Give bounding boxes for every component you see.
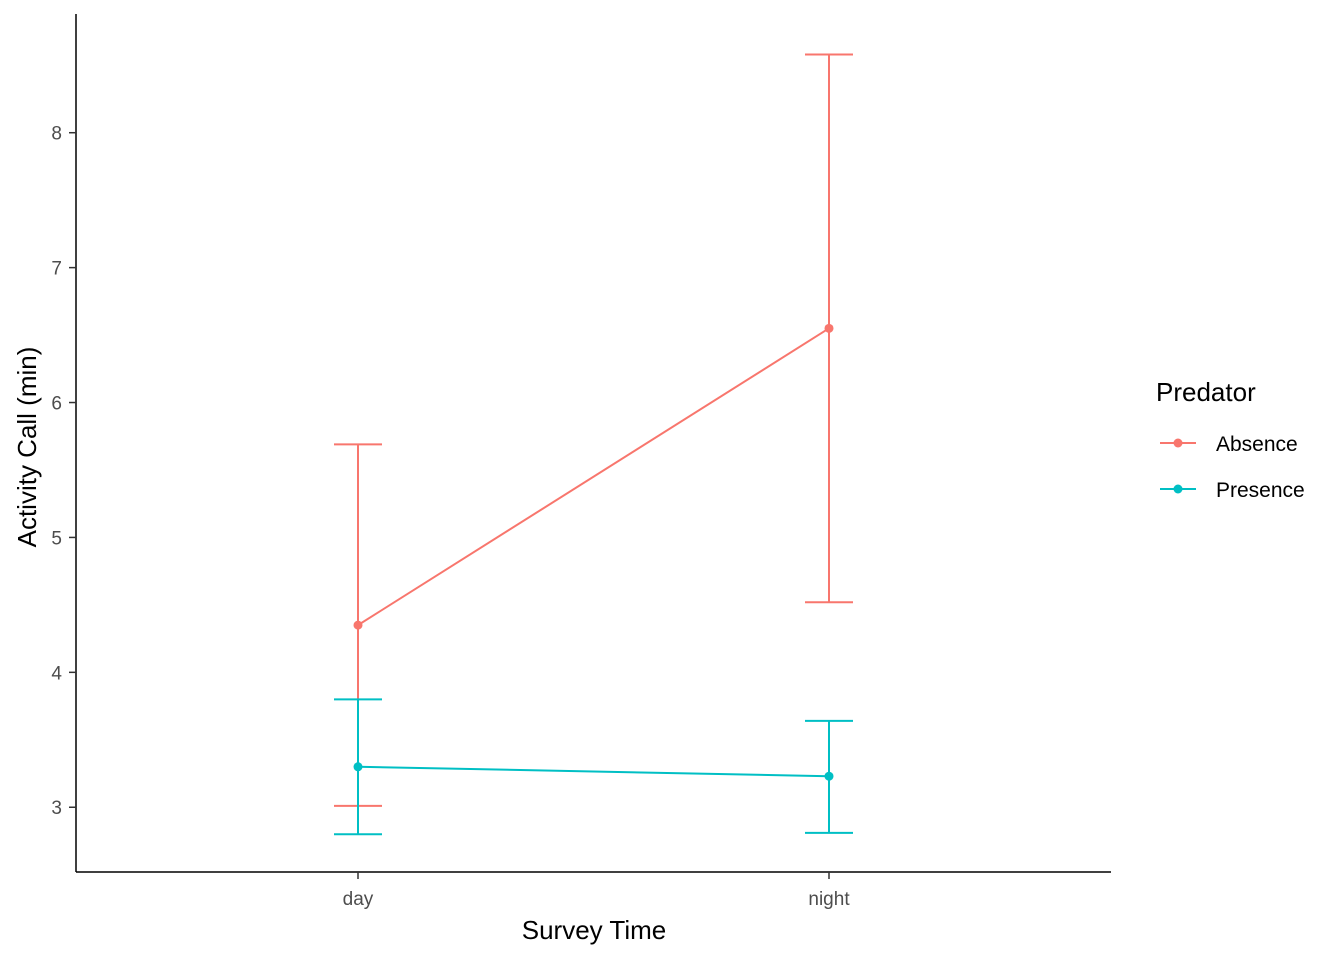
x-axis-title: Survey Time (522, 915, 667, 945)
y-ticks: 3 4 5 6 7 8 (51, 124, 76, 819)
series-line (357, 765, 830, 778)
data-point (824, 323, 834, 333)
series-layer (334, 53, 853, 836)
series-presence (334, 698, 853, 836)
y-tick-label: 5 (51, 528, 62, 549)
y-tick-label: 8 (51, 124, 62, 145)
data-point (353, 762, 363, 772)
series-line (357, 327, 830, 626)
axes (75, 14, 1111, 873)
y-tick-label: 3 (51, 798, 62, 819)
legend-key-point (1173, 484, 1183, 494)
x-ticks: day night (343, 872, 850, 910)
data-point (824, 771, 834, 781)
legend-items: Absence Presence (1160, 433, 1305, 502)
y-tick-label: 6 (51, 394, 62, 415)
series-absence (334, 53, 853, 807)
legend: Predator Absence Presence (1156, 377, 1305, 502)
y-tick-label: 7 (51, 259, 62, 280)
legend-key-point (1173, 438, 1183, 448)
data-point (353, 620, 363, 630)
legend-title: Predator (1156, 377, 1256, 407)
legend-item-absence: Absence (1160, 433, 1298, 456)
y-tick-label: 4 (51, 663, 62, 684)
y-axis-title: Activity Call (min) (12, 347, 42, 548)
x-tick-label: day (343, 889, 374, 910)
x-tick-label: night (808, 889, 850, 910)
legend-item-presence: Presence (1160, 479, 1305, 502)
legend-label: Presence (1216, 479, 1305, 502)
legend-label: Absence (1216, 433, 1298, 456)
